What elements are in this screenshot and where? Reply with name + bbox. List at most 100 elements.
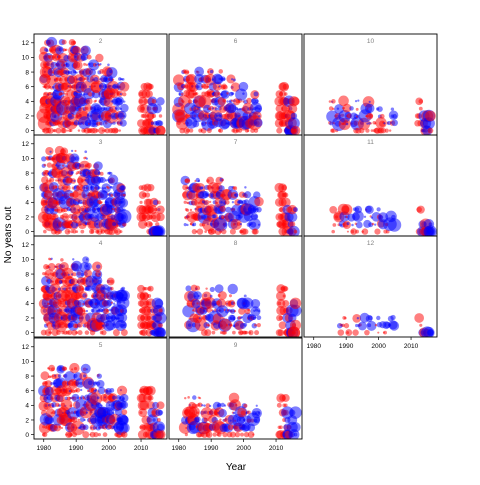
data-point xyxy=(154,298,164,308)
data-point xyxy=(281,184,287,191)
panel-points xyxy=(180,175,300,236)
data-point xyxy=(55,179,58,182)
data-point xyxy=(106,299,113,306)
data-point xyxy=(244,330,249,335)
data-point xyxy=(374,228,381,235)
data-point xyxy=(329,121,333,126)
data-point xyxy=(371,222,375,226)
x-tick-label: 2000 xyxy=(371,343,386,350)
data-point xyxy=(101,183,111,193)
data-point xyxy=(184,396,187,400)
data-point xyxy=(283,403,288,408)
data-point xyxy=(225,206,232,213)
data-point xyxy=(289,297,302,310)
data-point xyxy=(80,229,85,234)
data-point xyxy=(222,77,226,81)
data-point xyxy=(120,103,129,113)
panel-frame xyxy=(33,337,168,440)
data-point xyxy=(366,320,377,331)
data-point xyxy=(204,329,212,337)
data-point xyxy=(88,92,93,97)
data-point xyxy=(110,301,113,304)
y-tick-label: 2 xyxy=(25,315,29,322)
data-point xyxy=(119,119,127,127)
data-point xyxy=(276,298,286,308)
data-point xyxy=(179,127,185,134)
data-point xyxy=(206,307,212,313)
data-point xyxy=(235,403,238,407)
data-point xyxy=(120,401,129,409)
data-point xyxy=(349,106,354,111)
data-point xyxy=(80,45,91,56)
data-point xyxy=(211,330,216,335)
data-point xyxy=(212,214,217,219)
data-point xyxy=(121,409,128,416)
data-point xyxy=(332,223,337,227)
data-point xyxy=(383,122,386,125)
data-point xyxy=(112,221,117,226)
y-tick-label: 8 xyxy=(25,69,29,76)
data-point xyxy=(250,298,261,309)
data-point xyxy=(252,228,259,235)
data-point xyxy=(107,63,110,67)
data-point xyxy=(221,178,225,182)
data-point xyxy=(256,206,262,213)
data-point xyxy=(117,209,132,224)
data-point xyxy=(244,191,252,199)
data-point xyxy=(72,258,75,261)
data-point xyxy=(116,385,128,396)
data-point xyxy=(119,230,123,234)
data-point xyxy=(67,273,70,276)
data-point xyxy=(61,164,65,167)
data-point xyxy=(79,76,86,82)
data-point xyxy=(147,308,152,313)
data-point xyxy=(40,371,50,381)
panel-points xyxy=(38,362,166,439)
data-point xyxy=(214,107,218,111)
data-point xyxy=(278,425,283,430)
panel-11: 11 xyxy=(303,134,438,237)
data-point xyxy=(109,88,119,99)
data-point xyxy=(364,329,370,336)
data-point xyxy=(152,199,159,206)
data-point xyxy=(254,104,262,113)
data-point xyxy=(242,228,249,235)
data-point xyxy=(60,398,73,411)
x-tick-label: 1980 xyxy=(171,445,186,452)
data-point xyxy=(222,99,226,103)
data-point xyxy=(46,74,58,86)
data-point xyxy=(83,418,86,422)
data-point xyxy=(253,416,260,424)
data-point xyxy=(185,208,190,212)
data-point xyxy=(233,309,237,313)
data-point xyxy=(209,404,212,408)
y-tick-label: 2 xyxy=(25,214,29,221)
data-point xyxy=(282,83,289,90)
data-point xyxy=(252,433,255,436)
y-tick-label: 10 xyxy=(22,359,30,366)
data-point xyxy=(253,214,258,219)
panel-label: 3 xyxy=(99,139,103,146)
data-point xyxy=(231,201,235,204)
data-point xyxy=(388,129,392,132)
data-point xyxy=(392,114,398,119)
data-point xyxy=(106,409,113,416)
data-point xyxy=(337,329,345,336)
data-point xyxy=(119,92,123,96)
data-point xyxy=(79,381,83,385)
data-point xyxy=(97,432,102,437)
data-point xyxy=(254,308,259,312)
data-point xyxy=(65,48,68,52)
data-point xyxy=(218,291,227,300)
data-point xyxy=(110,286,114,291)
data-point xyxy=(156,418,161,422)
data-point xyxy=(50,257,53,260)
data-point xyxy=(67,330,73,336)
data-point xyxy=(225,324,229,327)
data-point xyxy=(219,205,226,213)
panel-points xyxy=(329,203,437,236)
data-point xyxy=(206,128,212,134)
data-point xyxy=(94,63,98,66)
data-point xyxy=(65,387,73,395)
data-point xyxy=(45,49,49,53)
